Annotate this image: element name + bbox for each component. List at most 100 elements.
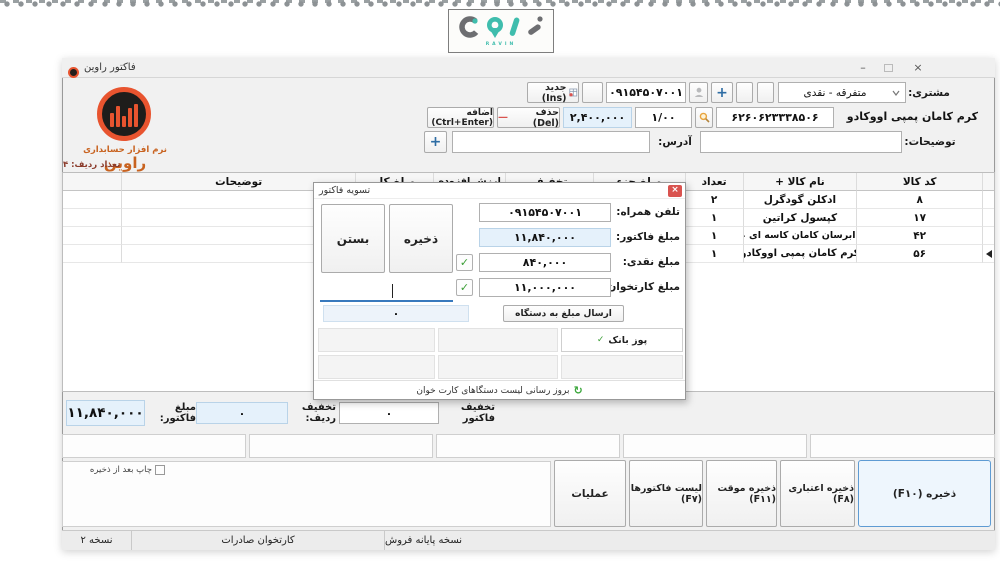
refresh-pos-list-button[interactable]: ↻ بروز رسانی لیست دستگاهای کارت خوان: [314, 380, 685, 400]
ravin-brand-logo: RAVIN: [448, 9, 554, 53]
invoice-amount-label: مبلغ فاکتور:: [616, 231, 680, 243]
window-titlebar: فاکتور راوین – ×: [62, 58, 995, 78]
customer-label: مشتری:: [908, 87, 950, 99]
checkbox-icon[interactable]: [155, 465, 165, 475]
cell-notes: [120, 209, 356, 227]
cell-qty: ۱: [684, 227, 743, 245]
header-product-code[interactable]: کد کالا: [856, 173, 983, 191]
notes-label: توضیحات:: [904, 136, 956, 148]
add-customer-button[interactable]: +: [711, 82, 733, 103]
chevron-down-icon: [889, 90, 903, 96]
invoice-list-button-f7[interactable]: لیست فاکتورها (F۷): [629, 460, 703, 527]
cell-notes: [120, 191, 356, 209]
cell-code: ۵۶: [856, 245, 983, 263]
new-document-icon: [569, 88, 578, 97]
window-title: فاکتور راوین: [84, 62, 136, 73]
ravin-caption: RAVIN: [485, 42, 517, 47]
card-amount-input[interactable]: ۱۱,۰۰۰,۰۰۰: [479, 278, 611, 297]
customer-combobox[interactable]: متفرقه - نقدی: [778, 82, 906, 103]
refresh-icon: ↻: [573, 384, 583, 397]
dialog-close-button[interactable]: بستن: [321, 204, 385, 273]
search-icon: [699, 112, 710, 123]
contact-button[interactable]: [689, 82, 708, 103]
row-count-label: تعداد ردیف: ۴: [63, 160, 121, 170]
pos-grid-cell[interactable]: [318, 355, 435, 379]
temp-save-button-f11[interactable]: ذخیره موقت (F۱۱): [706, 460, 777, 527]
new-invoice-button[interactable]: جدید (Ins): [527, 82, 579, 104]
mobile-input[interactable]: ۰۹۱۵۴۵۰۷۰۰۱: [479, 203, 611, 222]
dialog-titlebar: تسویه فاکتور ×: [314, 183, 685, 199]
cell-notes: [120, 245, 356, 263]
minimize-button[interactable]: –: [860, 61, 866, 74]
row-discount-field[interactable]: ۰: [196, 402, 288, 424]
card-reader-status: کارتخوان صادرات: [132, 531, 385, 550]
add-address-button[interactable]: +: [424, 131, 447, 153]
save-button-f10[interactable]: ذخیره (F۱۰): [858, 460, 991, 527]
cell-qty: ۱: [684, 245, 743, 263]
focused-amount-input[interactable]: [320, 280, 453, 302]
unit-price-input[interactable]: ۲,۴۰۰,۰۰۰: [563, 107, 632, 128]
card-confirm-button[interactable]: ✓: [456, 279, 473, 296]
pos-grid-cell[interactable]: [438, 355, 558, 379]
refresh-pos-list-label: بروز رسانی لیست دستگاهای کارت خوان: [416, 385, 570, 396]
customer-value: متفرقه - نقدی: [803, 86, 867, 99]
maximize-button[interactable]: [884, 64, 893, 72]
send-to-device-button[interactable]: ارسال مبلغ به دستگاه: [503, 305, 624, 322]
barcode-input[interactable]: ۶۲۶۰۶۲۳۳۳۸۵۰۶: [716, 107, 834, 128]
check-icon: ✓: [596, 335, 605, 345]
delete-line-label: حذف (Del): [532, 106, 559, 129]
delete-line-button[interactable]: حذف (Del) —: [497, 106, 560, 129]
print-after-save-option[interactable]: چاپ بعد از ذخیره: [71, 465, 165, 475]
edition-status: نسخه پایانه فروش: [385, 535, 463, 546]
search-product-button[interactable]: [695, 107, 713, 128]
header-mini-button-2[interactable]: [736, 82, 753, 103]
notes-input[interactable]: [700, 131, 902, 153]
pos-grid-cell[interactable]: [318, 328, 435, 352]
invoice-amount-label: مبلغ فاکتور:: [159, 402, 196, 424]
invoice-amount-total: ۱۱,۸۴۰,۰۰۰: [66, 400, 145, 426]
quantity-input[interactable]: ۱/۰۰: [635, 107, 692, 128]
pos-bank-button[interactable]: پوز بانک ✓: [561, 328, 683, 352]
cash-amount-input[interactable]: ۸۴۰,۰۰۰: [479, 253, 611, 272]
cell-code: ۸: [856, 191, 983, 209]
pos-bank-label: پوز بانک: [608, 334, 648, 346]
row-discount-label: تخفیف ردیف:: [301, 402, 336, 424]
cell-qty: ۱: [684, 209, 743, 227]
header-stub: [63, 173, 121, 191]
close-button[interactable]: ×: [913, 61, 923, 74]
header-product-name[interactable]: نام کالا +: [742, 173, 857, 191]
logo-circle-icon: [97, 87, 151, 141]
secondary-amount-field[interactable]: ۰: [323, 305, 469, 322]
operations-button[interactable]: عملیات: [554, 460, 626, 527]
header-indicator-cell: [982, 173, 994, 191]
header-quantity[interactable]: تعداد: [684, 173, 743, 191]
mobile-label: تلفن همراه:: [616, 206, 680, 218]
brand-subtitle: نرم افزار حسابداری: [83, 145, 167, 155]
header-notes[interactable]: توضیحات: [120, 173, 356, 191]
invoice-amount-field[interactable]: ۱۱,۸۴۰,۰۰۰: [479, 228, 611, 247]
print-options-panel: چاپ بعد از ذخیره: [62, 461, 551, 527]
check-icon: ✓: [459, 281, 470, 294]
cell-code: ۴۲: [856, 227, 983, 245]
settlement-dialog: تسویه فاکتور × تلفن همراه: ۰۹۱۵۴۵۰۷۰۰۱ م…: [313, 182, 686, 400]
app-icon: [68, 62, 79, 81]
cash-amount-label: مبلغ نقدی:: [622, 256, 680, 268]
phone-input[interactable]: ۰۹۱۵۴۵۰۷۰۰۱: [606, 82, 686, 103]
footer-slot: [249, 434, 433, 458]
footer-slot: [436, 434, 620, 458]
cash-confirm-button[interactable]: ✓: [456, 254, 473, 271]
add-line-button[interactable]: اضافه (Ctrl+Enter): [427, 107, 494, 128]
address-input[interactable]: [452, 131, 650, 153]
pos-grid-cell[interactable]: [438, 328, 558, 352]
header-mini-button-1[interactable]: [757, 82, 774, 103]
credit-save-button-f8[interactable]: ذخیره اعتباری (F۸): [780, 460, 855, 527]
invoice-discount-field[interactable]: ۰: [339, 402, 439, 424]
pos-grid-cell[interactable]: [561, 355, 683, 379]
header-mini-button-3[interactable]: [582, 82, 603, 103]
footer-slot: [810, 434, 995, 458]
dialog-close-icon[interactable]: ×: [668, 185, 682, 197]
dialog-save-button[interactable]: ذخیره: [389, 204, 453, 273]
invoice-discount-label: تخفیف فاکتور: [460, 402, 495, 424]
footer-slot: [62, 434, 246, 458]
